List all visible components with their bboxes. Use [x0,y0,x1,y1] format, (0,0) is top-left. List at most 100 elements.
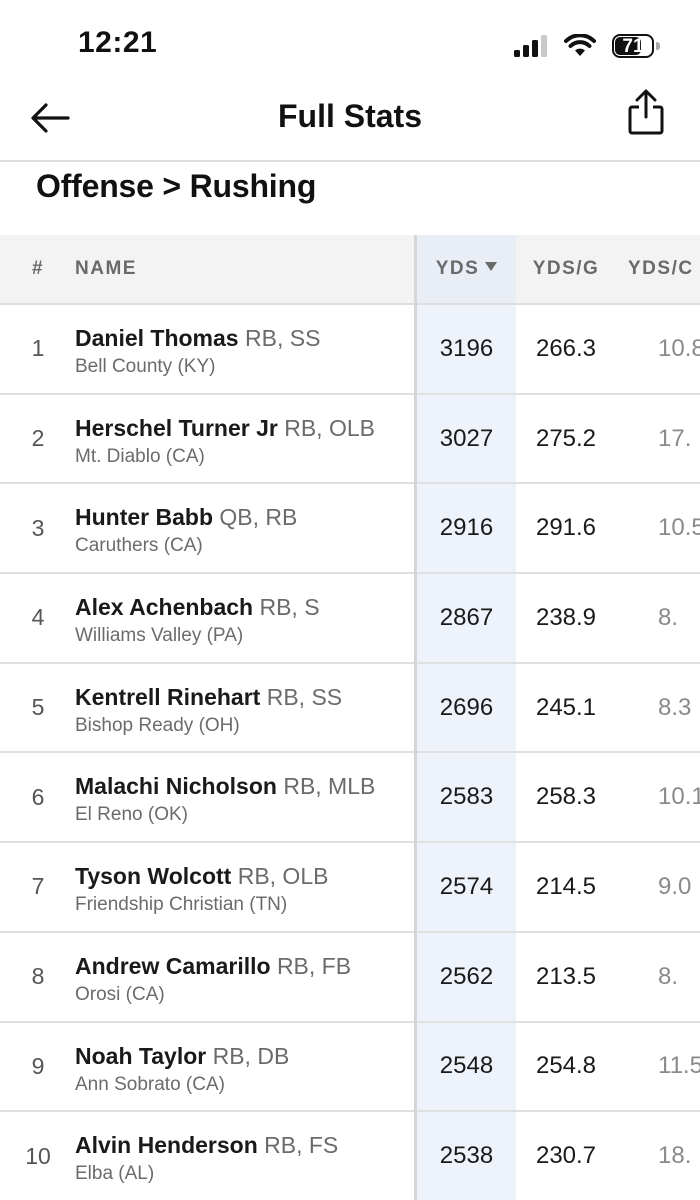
table-row[interactable]: 3 Hunter Babb QB, RB Caruthers (CA) 2916 291… [0,484,700,575]
column-header-yds-per-carry[interactable]: YDS/C [628,258,694,279]
player-info[interactable]: Hunter Babb QB, RB Caruthers (CA) [75,503,297,559]
player-rank: 6 [31,783,45,810]
player-school: El Reno (OK) [75,804,188,826]
column-header-yds-per-game[interactable]: YDS/G [532,258,600,279]
player-info[interactable]: Herschel Turner Jr RB, OLB Mt. Diablo (CA… [75,414,375,470]
player-info[interactable]: Malachi Nicholson RB, MLB El Reno (OK) [75,772,375,828]
table-row[interactable]: 5 Kentrell Rinehart RB, SS Bishop Ready (O… [0,664,700,754]
back-arrow-icon [31,103,70,133]
player-positions: RB, S [259,594,320,621]
player-rank: 4 [31,604,45,631]
share-button[interactable] [622,84,670,140]
player-info[interactable]: Alex Achenbach RB, S Williams Valley (PA) [75,593,320,649]
player-rank: 1 [31,335,45,362]
share-icon [628,89,664,135]
stat-yds-per-game: 258.3 [535,783,597,811]
stat-yds-per-carry: 8. [658,962,679,990]
player-positions: RB, MLB [283,773,376,800]
player-name[interactable]: Andrew Camarillo [75,952,271,979]
player-name[interactable]: Noah Taylor [75,1042,207,1069]
stat-yds: 2548 [439,1052,494,1080]
table-row[interactable]: 7 Tyson Wolcott RB, OLB Friendship Christi… [0,843,700,933]
player-name[interactable]: Alex Achenbach [75,594,254,621]
stat-yds-per-game: 266.3 [535,334,597,362]
back-button[interactable] [24,94,76,142]
column-header-name[interactable]: NAME [75,258,137,279]
sticky-column-divider [414,235,417,1200]
stat-yds-per-game: 238.9 [535,603,597,631]
battery-fill [615,37,641,55]
player-positions: RB, FB [276,952,352,979]
stat-yds-per-carry: 17. [658,424,692,452]
status-icons: 71 [514,30,660,62]
sorted-column-highlight [417,235,516,1200]
stat-yds: 2916 [439,514,494,542]
table-header: # NAME YDS YDS/G YDS/C [0,235,700,305]
player-name[interactable]: Alvin Henderson [75,1132,258,1159]
player-positions: RB, FS [264,1132,339,1159]
stat-yds-per-carry: 8. [658,603,679,631]
player-rank: 9 [31,1052,45,1079]
player-rank: 5 [31,694,45,721]
player-name[interactable]: Herschel Turner Jr [75,414,278,441]
player-positions: QB, RB [219,504,298,531]
player-name[interactable]: Malachi Nicholson [75,773,277,800]
player-name[interactable]: Hunter Babb [75,504,213,531]
player-info[interactable]: Daniel Thomas RB, SS Bell County (KY) [75,324,320,380]
player-positions: RB, OLB [237,863,329,890]
stat-yds-per-carry: 8.3 [658,693,692,721]
stat-yds: 2867 [439,603,494,631]
stat-yds-per-carry: 9.0 [658,872,692,900]
status-time: 12:21 [78,26,158,59]
player-name[interactable]: Kentrell Rinehart [75,683,261,710]
stat-yds: 2538 [439,1142,494,1170]
nav-header: Full Stats [0,89,700,162]
page-title: Full Stats [277,98,422,134]
player-school: Friendship Christian (TN) [75,894,288,916]
player-school: Bell County (KY) [75,356,216,377]
battery-percent: 71 [622,35,644,57]
stat-yds: 2696 [439,693,494,721]
player-school: Williams Valley (PA) [75,625,244,647]
player-rank: 8 [31,963,45,990]
column-header-yds[interactable]: YDS [417,235,516,303]
table-row[interactable]: 6 Malachi Nicholson RB, MLB El Reno (OK) 25… [0,753,700,844]
player-name[interactable]: Daniel Thomas [75,325,239,351]
stat-yds: 2574 [439,872,494,900]
player-info[interactable]: Tyson Wolcott RB, OLB Friendship Christia… [75,862,328,918]
player-positions: RB, DB [212,1042,290,1069]
table-row[interactable]: 4 Alex Achenbach RB, S Williams Valley (PA… [0,574,700,664]
section-title: Offense > Rushing [36,168,317,204]
wifi-icon [564,34,596,56]
stat-yds: 3027 [439,424,494,452]
player-info[interactable]: Andrew Camarillo RB, FB Orosi (CA) [75,952,351,1008]
player-name[interactable]: Tyson Wolcott [75,863,232,890]
signal-icon [514,35,547,57]
stat-yds-per-game: 245.1 [535,693,597,721]
player-school: Mt. Diablo (CA) [75,445,205,467]
table-row[interactable]: 8 Andrew Camarillo RB, FB Orosi (CA) 2562 21… [0,933,700,1023]
stat-yds: 3196 [439,334,494,362]
stat-yds: 2562 [439,962,494,990]
table-row[interactable]: 2 Herschel Turner Jr RB, OLB Mt. Diablo (C… [0,395,700,485]
player-rank: 3 [31,514,45,541]
player-rank: 10 [25,1142,51,1169]
stat-yds-per-game: 291.6 [535,514,597,542]
player-school: Caruthers (CA) [75,535,203,557]
stat-yds-per-carry: 18. [658,1142,692,1170]
player-positions: RB, SS [245,325,321,351]
status-bar: 12:21 71 [0,0,700,90]
player-rank: 2 [31,425,45,452]
sort-descending-icon [485,262,498,272]
stat-yds-per-carry: 10.5 [658,514,700,542]
player-rank: 7 [31,873,45,900]
table-row[interactable]: 1 Daniel Thomas RB, SS Bell County (KY) 319… [0,305,700,395]
table-row[interactable]: 10 Alvin Henderson RB, FS Elba (AL) 2538 230… [0,1112,700,1200]
player-info[interactable]: Alvin Henderson RB, FS Elba (AL) [75,1131,338,1187]
player-school: Orosi (CA) [75,983,165,1005]
table-row[interactable]: 9 Noah Taylor RB, DB Ann Sobrato (CA) 2548 2… [0,1023,700,1113]
player-info[interactable]: Noah Taylor RB, DB Ann Sobrato (CA) [75,1042,289,1098]
player-positions: RB, SS [266,683,343,710]
player-info[interactable]: Kentrell Rinehart RB, SS Bishop Ready (OH… [75,683,342,739]
